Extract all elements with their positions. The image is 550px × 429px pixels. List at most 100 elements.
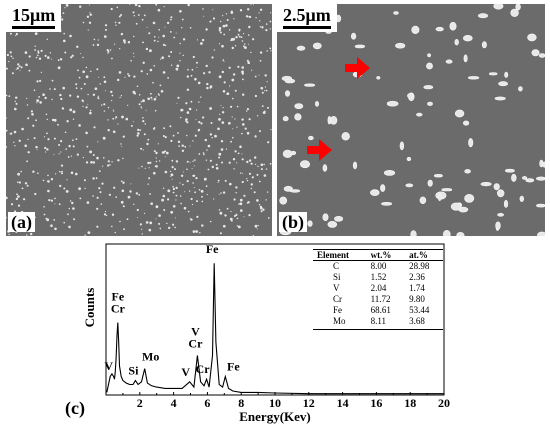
carbide-particle [108,193,111,196]
carbide-particle [399,141,405,151]
carbide-particle [194,134,197,137]
table-cell: V [333,283,340,293]
carbide-particle [99,83,101,85]
carbide-particle [11,72,14,75]
carbide-particle [243,45,245,48]
carbide-particle [30,110,33,113]
carbide-particle [256,115,259,117]
carbide-particle [196,66,198,68]
carbide-particle [107,50,110,53]
carbide-particle [89,109,92,112]
carbide-particle [217,182,219,183]
carbide-particle [494,96,506,101]
carbide-particle [243,33,245,35]
carbide-particle [477,13,489,19]
carbide-particle [255,17,257,19]
carbide-particle [118,15,121,18]
carbide-particle [6,196,8,200]
carbide-particle [154,36,156,38]
carbide-particle [267,141,270,144]
scale-label-a: 15μm [12,5,56,25]
peak-label: Fe [206,242,219,256]
carbide-particle [132,52,135,54]
carbide-particle [143,212,146,214]
carbide-particle [137,132,140,135]
carbide-particle [115,24,117,26]
carbide-particle [190,100,193,103]
carbide-particle [89,12,91,14]
carbide-particle [82,21,85,24]
carbide-particle [164,170,168,174]
carbide-particle [79,53,81,54]
carbide-particle [211,165,214,169]
carbide-particle [217,179,220,182]
carbide-particle [15,34,17,37]
carbide-particle [256,199,259,202]
carbide-particle [186,111,190,114]
carbide-particle [44,146,47,150]
carbide-particle [242,93,245,96]
carbide-particle [81,99,84,102]
carbide-particle [79,5,82,8]
carbide-particle [63,221,65,224]
carbide-particle [171,166,174,169]
carbide-particle [129,190,132,193]
carbide-particle [49,52,52,54]
carbide-particle [176,102,178,104]
carbide-particle [231,46,234,50]
carbide-particle [115,196,117,198]
carbide-particle [433,174,443,178]
carbide-particle [126,218,129,221]
carbide-particle [26,184,29,187]
carbide-particle [53,154,55,156]
sem-micrograph-a [6,4,272,236]
carbide-particle [172,205,176,208]
carbide-particle [148,167,150,169]
carbide-particle [92,195,94,197]
carbide-particle [233,215,236,217]
carbide-particle [173,36,176,39]
table-cell: 11.72 [370,294,391,304]
carbide-particle [265,29,268,32]
carbide-particle [463,35,473,42]
carbide-particle [225,24,228,27]
carbide-particle [190,197,193,201]
carbide-particle [233,18,235,20]
carbide-particle [20,170,22,173]
carbide-particle [172,187,175,191]
carbide-particle [236,217,239,220]
carbide-particle [250,4,252,5]
carbide-particle [196,61,198,64]
carbide-particle [248,15,252,19]
carbide-particle [186,168,188,171]
carbide-particle [47,174,49,177]
carbide-particle [510,8,519,17]
carbide-particle [44,96,47,100]
arrows-layer [307,57,370,161]
carbide-particle [155,165,158,168]
carbide-particle [136,85,139,88]
carbide-particle [140,101,142,103]
carbide-particle [236,126,238,128]
carbide-particle [322,213,329,221]
carbide-particle [155,160,158,163]
carbide-particle [244,43,246,45]
carbide-particle [410,230,417,236]
carbide-particle [118,71,122,74]
carbide-particle [36,80,39,83]
carbide-particle [113,186,116,189]
carbide-particle [8,95,11,97]
carbide-particle [120,143,122,145]
carbide-particle [9,32,12,35]
carbide-particle [168,55,171,58]
carbide-particle [62,86,65,90]
carbide-particle [87,93,89,96]
carbide-particle [170,173,174,177]
panel-label-a: (a) [8,212,35,232]
carbide-particle [57,66,61,70]
carbide-particle [61,170,63,173]
carbide-particle [222,59,225,61]
carbide-particle [138,194,141,196]
table-cell: 9.80 [409,294,425,304]
carbide-particle [65,148,67,150]
